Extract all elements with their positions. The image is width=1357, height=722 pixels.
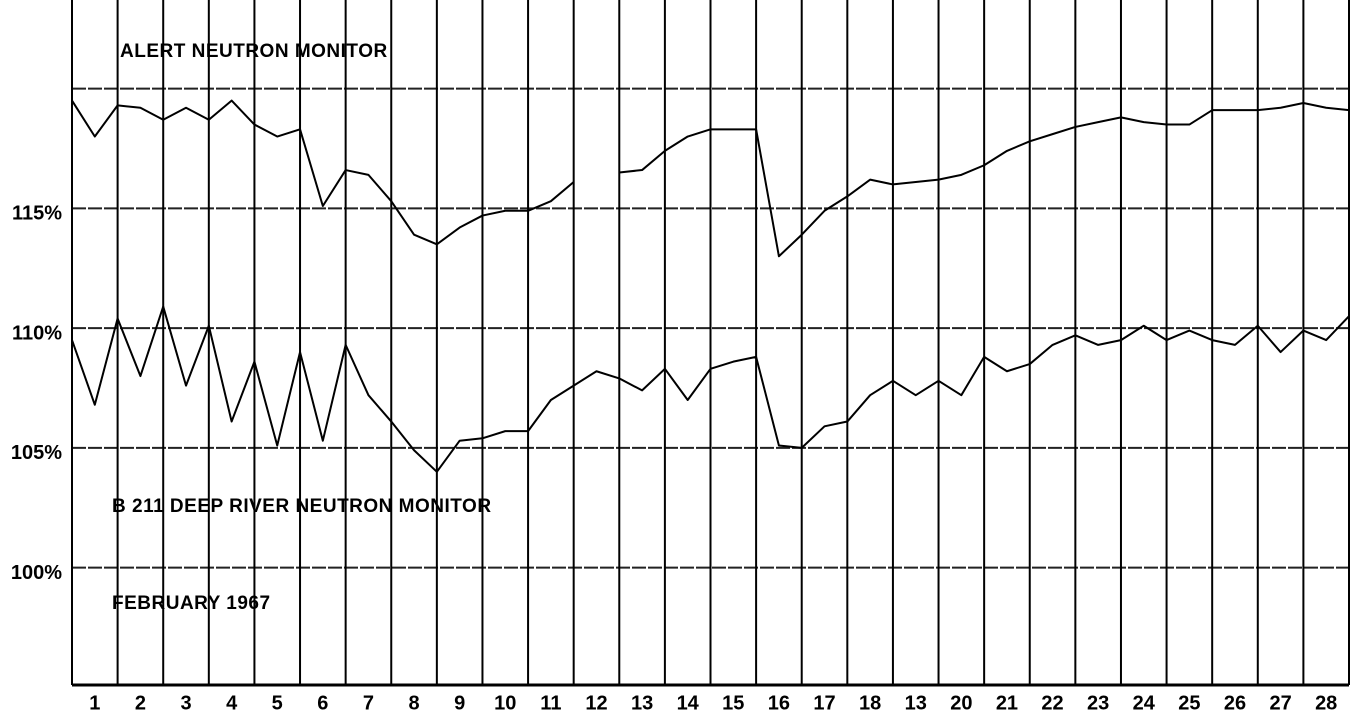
x-tick-label: 20 — [950, 692, 972, 714]
y-tick-label: 110% — [12, 322, 62, 344]
x-tick-label: 18 — [859, 692, 881, 714]
x-tick-label: 9 — [454, 692, 465, 714]
x-tick-label: 23 — [1087, 692, 1109, 714]
x-tick-label: 4 — [226, 692, 238, 714]
x-tick-label: 7 — [363, 692, 374, 714]
x-tick-label: 25 — [1178, 692, 1200, 714]
x-tick-label: 15 — [722, 692, 744, 714]
y-tick-label: 100% — [11, 562, 62, 584]
x-tick-label: 8 — [408, 692, 419, 714]
x-tick-label: 21 — [996, 692, 1018, 714]
x-tick-label: 22 — [1041, 692, 1063, 714]
series-label: B 211 DEEP RIVER NEUTRON MONITOR — [112, 496, 492, 517]
x-tick-label: 13 — [631, 692, 653, 714]
x-tick-label: 6 — [317, 692, 328, 714]
x-tick-label: 1 — [89, 692, 100, 714]
x-tick-label: 3 — [180, 692, 191, 714]
data-line — [619, 101, 1350, 258]
data-line — [71, 305, 1350, 473]
x-tick-label: 10 — [494, 692, 516, 714]
x-tick-label: 14 — [677, 692, 700, 714]
x-tick-label: 12 — [585, 692, 607, 714]
y-tick-label: 115% — [12, 203, 62, 225]
y-tick-label: 105% — [11, 442, 62, 464]
x-tick-label: 13 — [905, 692, 927, 714]
x-tick-label: 11 — [540, 692, 561, 714]
x-tick-label: 24 — [1133, 692, 1156, 714]
annotation: FEBRUARY 1967 — [112, 593, 271, 614]
x-tick-label: 26 — [1224, 692, 1246, 714]
x-tick-label: 16 — [768, 692, 790, 714]
data-line — [71, 99, 575, 246]
x-tick-label: 27 — [1269, 692, 1291, 714]
x-tick-label: 5 — [272, 692, 283, 714]
x-tick-label: 28 — [1315, 692, 1337, 714]
x-tick-label: 17 — [813, 692, 835, 714]
x-tick-label: 2 — [135, 692, 146, 714]
